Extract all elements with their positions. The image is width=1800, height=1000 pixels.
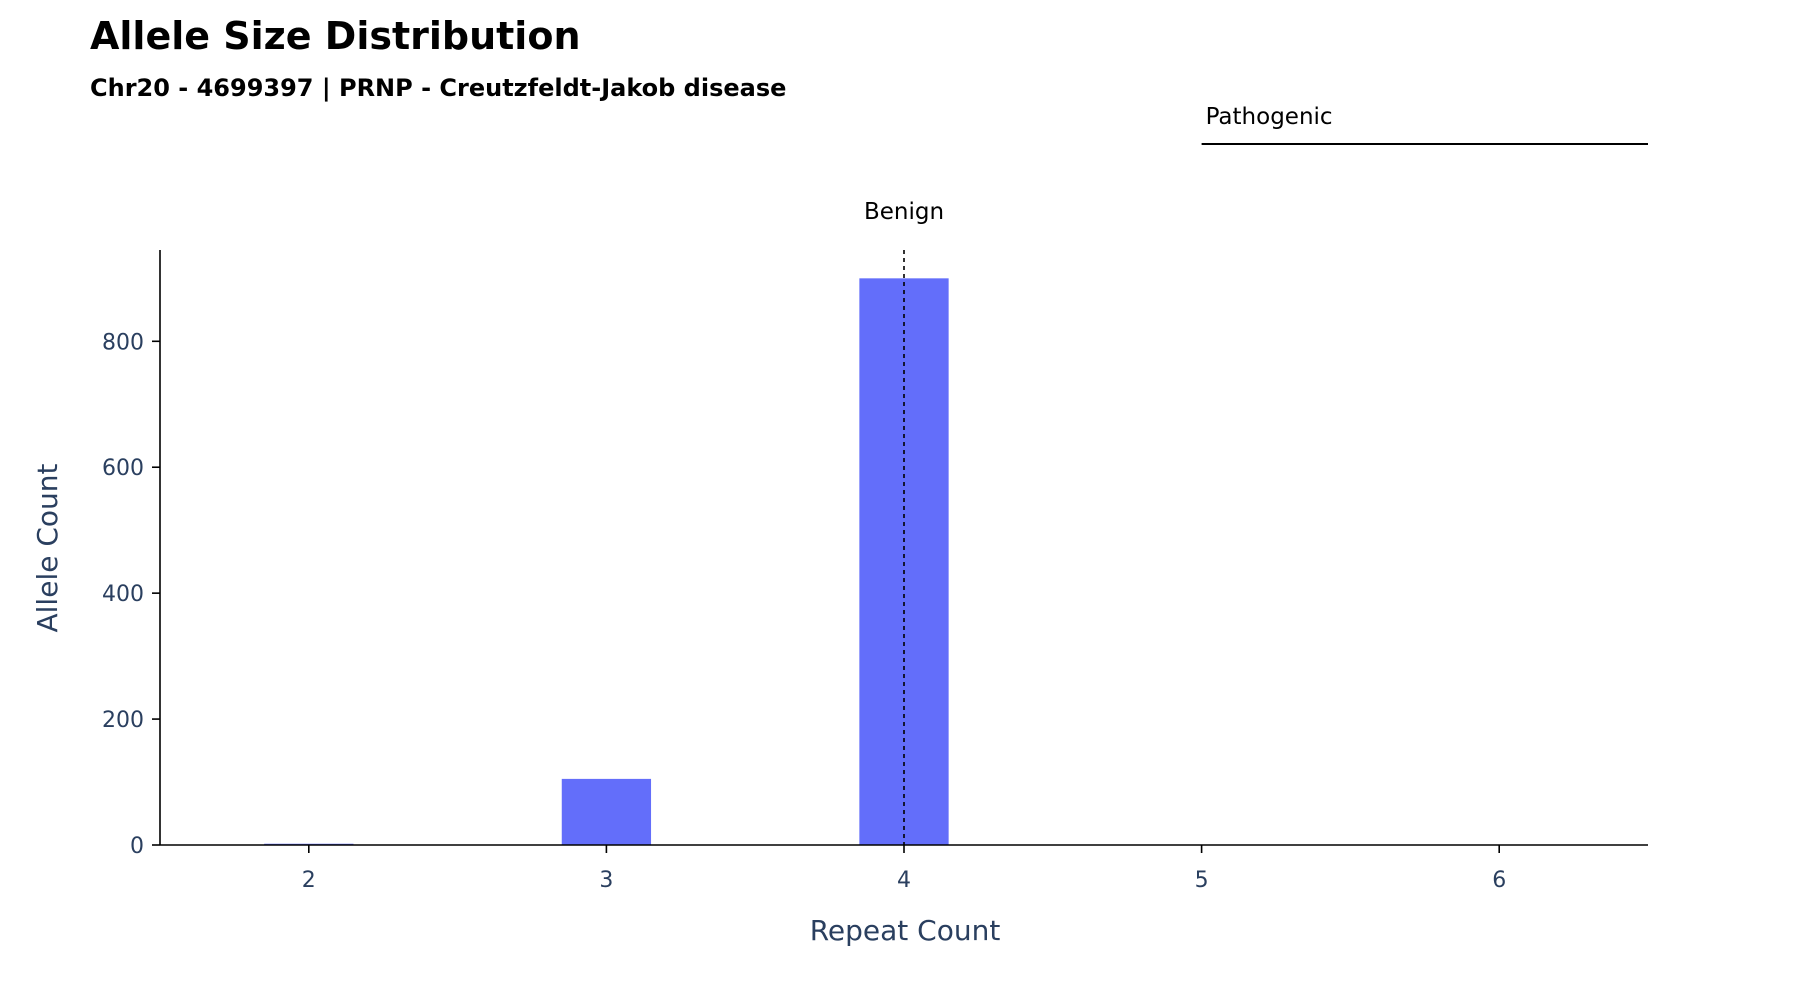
- chart-subtitle: Chr20 - 4699397 | PRNP - Creutzfeldt-Jak…: [90, 74, 786, 102]
- y-tick-label-400: 400: [102, 582, 144, 607]
- x-tick-label-2: 2: [302, 868, 316, 893]
- bar-3: [561, 778, 652, 845]
- y-tick-label-800: 800: [102, 330, 144, 355]
- chart-title: Allele Size Distribution: [90, 14, 581, 58]
- x-tick-label-6: 6: [1492, 868, 1506, 893]
- x-tick-label-3: 3: [599, 868, 613, 893]
- y-axis-title: Allele Count: [31, 463, 64, 632]
- benign-label: Benign: [864, 199, 944, 225]
- x-tick-label-5: 5: [1195, 868, 1209, 893]
- y-tick-label-600: 600: [102, 456, 144, 481]
- y-tick-label-0: 0: [130, 834, 144, 859]
- plot-area: 0 200 400 600 800 2 3 4 5 6 Benign Pathogenic: [102, 104, 1648, 893]
- y-tick-label-200: 200: [102, 708, 144, 733]
- x-tick-label-4: 4: [897, 868, 911, 893]
- pathogenic-label: Pathogenic: [1206, 104, 1333, 130]
- x-axis-title: Repeat Count: [810, 914, 1001, 947]
